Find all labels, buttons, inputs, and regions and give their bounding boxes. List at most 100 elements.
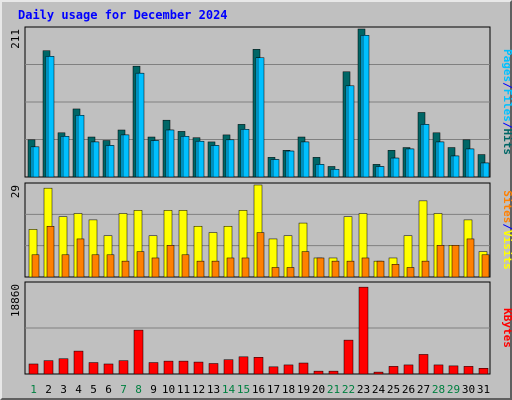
x-tick-label-5: 5 — [90, 383, 97, 396]
bar-sites-26 — [406, 267, 415, 278]
bar-pages-29 — [452, 155, 460, 178]
bar-pages-23 — [362, 35, 370, 178]
x-tick-label-27: 27 — [417, 383, 430, 396]
bar-kbytes-25 — [388, 366, 399, 375]
bar-sites-3 — [61, 254, 70, 278]
bar-sites-7 — [121, 260, 130, 278]
bar-pages-18 — [287, 150, 295, 178]
bar-sites-25 — [391, 264, 400, 278]
bar-pages-13 — [212, 145, 220, 178]
legend-separator: / — [501, 223, 512, 230]
bar-kbytes-30 — [463, 366, 474, 375]
x-tick-label-10: 10 — [162, 383, 175, 396]
bar-pages-31 — [482, 162, 490, 178]
bar-sites-6 — [106, 254, 115, 278]
bar-pages-11 — [182, 136, 190, 178]
bar-pages-6 — [107, 145, 115, 178]
x-tick-label-25: 25 — [387, 383, 400, 396]
x-tick-label-6: 6 — [105, 383, 112, 396]
x-tick-label-18: 18 — [282, 383, 295, 396]
bar-sites-19 — [301, 251, 310, 278]
bar-sites-23 — [361, 257, 370, 278]
bar-kbytes-22 — [343, 339, 354, 375]
x-tick-label-24: 24 — [372, 383, 386, 396]
bar-sites-30 — [466, 238, 475, 278]
x-tick-label-13: 13 — [207, 383, 220, 396]
bar-kbytes-15 — [238, 356, 249, 375]
x-tick-label-31: 31 — [477, 383, 490, 396]
bar-kbytes-5 — [88, 362, 99, 375]
x-tick-label-23: 23 — [357, 383, 370, 396]
bar-sites-29 — [451, 245, 460, 278]
bar-kbytes-2 — [43, 360, 54, 375]
bar-pages-30 — [467, 148, 475, 178]
bar-pages-15 — [242, 129, 250, 178]
bar-kbytes-31 — [478, 368, 489, 375]
bar-pages-7 — [122, 134, 130, 178]
bar-sites-1 — [31, 254, 40, 278]
bar-kbytes-6 — [103, 363, 114, 375]
x-tick-label-8: 8 — [135, 383, 142, 396]
x-tick-label-3: 3 — [60, 383, 67, 396]
bar-kbytes-14 — [223, 359, 234, 375]
x-tick-label-2: 2 — [45, 383, 52, 396]
bar-pages-9 — [152, 140, 160, 178]
bar-pages-24 — [377, 166, 385, 178]
bar-pages-2 — [47, 56, 55, 178]
x-tick-label-4: 4 — [75, 383, 82, 396]
bar-sites-31 — [481, 254, 490, 278]
x-tick-label-21: 21 — [327, 383, 340, 396]
legend-kbytes: KBytes — [501, 308, 512, 348]
bar-sites-11 — [181, 254, 190, 278]
bar-kbytes-3 — [58, 358, 69, 375]
bar-sites-14 — [226, 257, 235, 278]
bar-kbytes-20 — [313, 370, 324, 375]
bar-sites-8 — [136, 251, 145, 278]
x-tick-label-19: 19 — [297, 383, 310, 396]
bar-pages-1 — [32, 146, 40, 178]
bar-sites-16 — [256, 232, 265, 278]
x-tick-label-9: 9 — [150, 383, 157, 396]
legend-separator: / — [501, 82, 512, 89]
bar-sites-27 — [421, 260, 430, 278]
legend-sites: Sites — [501, 190, 512, 223]
bar-sites-12 — [196, 260, 205, 278]
y-max-label-1: 211 — [9, 29, 22, 49]
bar-kbytes-12 — [193, 361, 204, 375]
x-tick-label-15: 15 — [237, 383, 250, 396]
bar-sites-24 — [376, 260, 385, 278]
legend-separator: / — [501, 122, 512, 129]
legend-hits: Hits — [501, 129, 512, 156]
bar-kbytes-28 — [433, 364, 444, 375]
bar-pages-14 — [227, 139, 235, 178]
legend-3: KBytes — [501, 308, 512, 348]
x-tick-label-1: 1 — [30, 383, 37, 396]
bar-sites-28 — [436, 245, 445, 278]
bar-pages-5 — [92, 141, 100, 178]
bar-sites-13 — [211, 260, 220, 278]
x-tick-label-16: 16 — [252, 383, 265, 396]
bar-pages-16 — [257, 57, 265, 178]
bar-kbytes-7 — [118, 360, 129, 375]
bar-pages-20 — [317, 164, 325, 178]
bar-sites-20 — [316, 257, 325, 278]
bar-kbytes-9 — [148, 362, 159, 375]
bar-sites-15 — [241, 257, 250, 278]
bar-kbytes-19 — [298, 362, 309, 375]
bar-pages-27 — [422, 124, 430, 178]
bar-sites-4 — [76, 238, 85, 278]
bar-sites-2 — [46, 225, 55, 278]
x-tick-label-30: 30 — [462, 383, 475, 396]
bar-pages-4 — [77, 115, 85, 178]
bar-pages-26 — [407, 148, 415, 178]
x-tick-label-14: 14 — [222, 383, 236, 396]
x-tick-label-26: 26 — [402, 383, 415, 396]
bar-kbytes-24 — [373, 371, 384, 375]
x-tick-label-22: 22 — [342, 383, 355, 396]
bar-pages-19 — [302, 141, 310, 178]
bar-kbytes-29 — [448, 365, 459, 375]
x-tick-label-7: 7 — [120, 383, 127, 396]
bar-sites-10 — [166, 245, 175, 278]
legend-visits: Visits — [501, 230, 512, 270]
